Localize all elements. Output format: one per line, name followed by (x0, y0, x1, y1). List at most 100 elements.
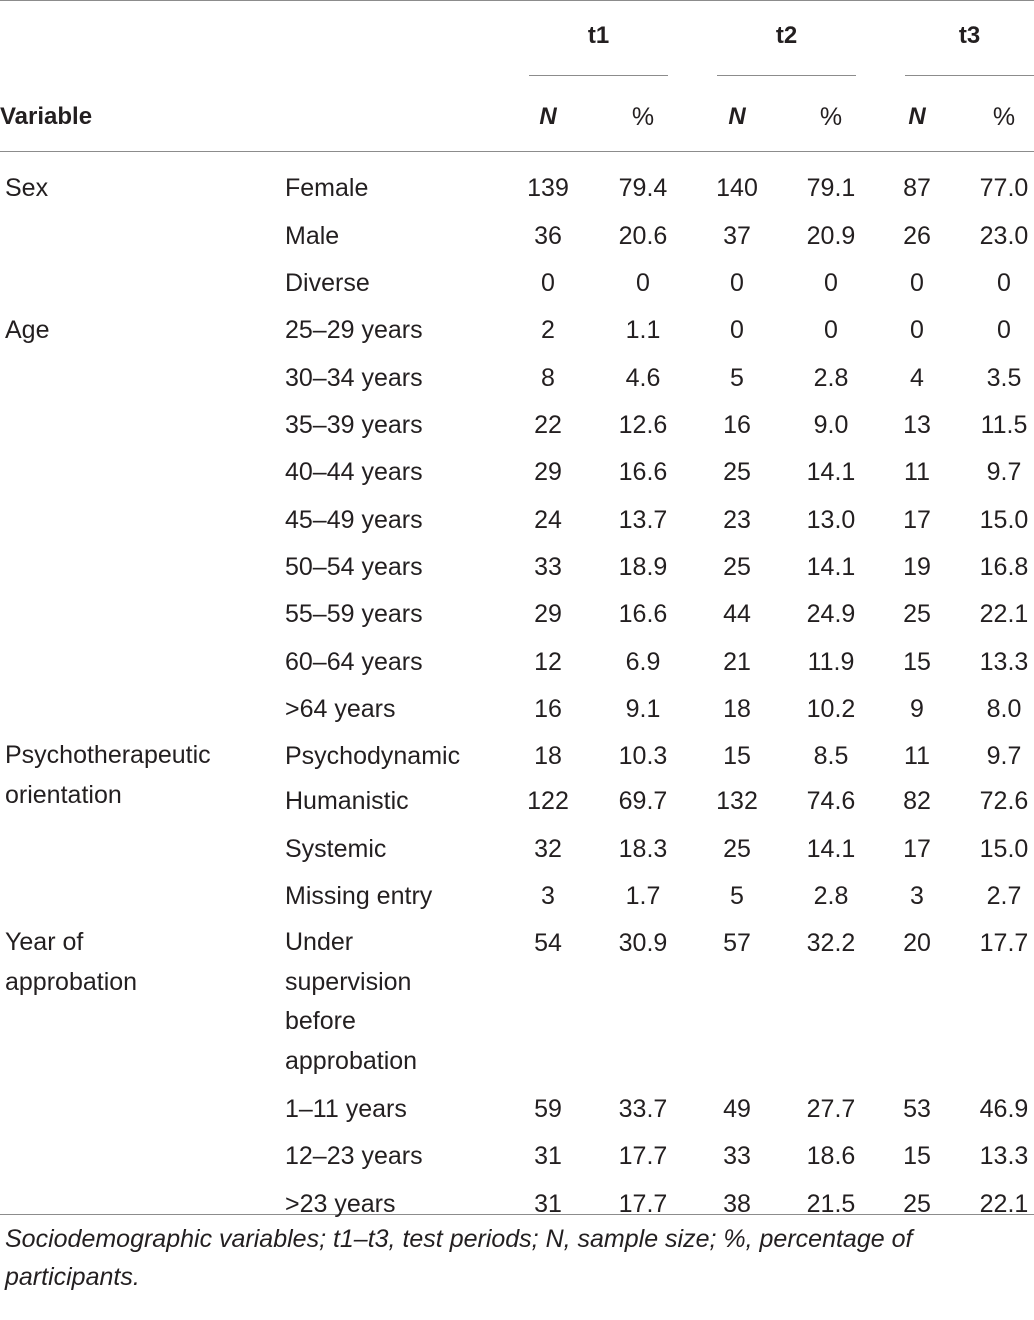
table-cell: 14.1 (806, 458, 856, 486)
table-cell: 3.5 (986, 364, 1022, 392)
table-cell: 5 (730, 882, 744, 910)
table-cell: 2 (541, 316, 555, 344)
table-cell: 0 (730, 316, 744, 344)
table-cell: 17.7 (618, 1190, 668, 1218)
table-cell: 12 (534, 648, 562, 676)
table-cell: 15 (723, 742, 751, 770)
table-cell: 17 (903, 506, 931, 534)
t3-underline (905, 75, 1034, 76)
table-cell: 26 (903, 222, 931, 250)
table-cell: 17.7 (618, 1142, 668, 1170)
table-cell: 16 (723, 411, 751, 439)
table-cell: 20.6 (618, 222, 668, 250)
table-cell: 25 (723, 553, 751, 581)
table-cell: 13.0 (806, 506, 856, 534)
table-cell: 79.1 (806, 174, 856, 202)
subheader-t1-pct: % (631, 103, 655, 131)
table-cell: 8.5 (813, 742, 849, 770)
row-label: 35–39 years (285, 411, 423, 439)
row-label: Humanistic (285, 787, 409, 815)
table-cell: 8.0 (986, 695, 1022, 723)
row-label: 50–54 years (285, 553, 423, 581)
variable-age: Age (5, 316, 50, 344)
table-cell: 17.7 (979, 929, 1029, 957)
table-cell: 25 (903, 1190, 931, 1218)
table-cell: 10.3 (618, 742, 668, 770)
table-cell: 2.8 (813, 364, 849, 392)
row-label: 30–34 years (285, 364, 423, 392)
t2-underline (717, 75, 856, 76)
group-header-t2: t2 (775, 22, 798, 49)
row-label: 45–49 years (285, 506, 423, 534)
top-rule (0, 0, 1034, 1)
header-bottom-rule (0, 151, 1034, 152)
table-cell: 11.5 (980, 411, 1028, 439)
table-cell: 18 (534, 742, 562, 770)
row-label: Diverse (285, 269, 370, 297)
table-cell: 25 (723, 835, 751, 863)
table-cell: 9.7 (986, 742, 1022, 770)
table-cell: 54 (534, 929, 562, 957)
row-label: 40–44 years (285, 458, 423, 486)
table-cell: 1.7 (625, 882, 661, 910)
table-cell: 19 (903, 553, 931, 581)
table-cell: 11 (904, 458, 930, 486)
table-cell: 13.3 (979, 1142, 1029, 1170)
row-label: Psychodynamic (285, 742, 461, 770)
table-cell: 5 (730, 364, 744, 392)
table-cell: 16.6 (618, 458, 668, 486)
table-cell: 3 (541, 882, 555, 910)
table-cell: 6.9 (625, 648, 661, 676)
table-cell: 15 (903, 1142, 931, 1170)
subheader-t2-pct: % (819, 103, 843, 131)
row-label: 12–23 years (285, 1142, 423, 1170)
table-cell: 11.9 (807, 648, 855, 676)
table-cell: 53 (903, 1095, 931, 1123)
row-label: before (285, 1007, 356, 1035)
table-cell: 8 (541, 364, 555, 392)
table-cell: 22.1 (979, 1190, 1029, 1218)
table-cell: 132 (716, 787, 758, 815)
table-cell: 17 (903, 835, 931, 863)
table-cell: 2.8 (813, 882, 849, 910)
subheader-t1-n: N (539, 103, 557, 130)
table-cell: 30.9 (618, 929, 668, 957)
table-cell: 32 (534, 835, 562, 863)
table-cell: 140 (716, 174, 758, 202)
table-cell: 1.1 (625, 316, 661, 344)
table-cell: 0 (910, 316, 924, 344)
table-cell: 0 (910, 269, 924, 297)
table-cell: 2.7 (986, 882, 1022, 910)
table-cell: 20.9 (806, 222, 856, 250)
table-cell: 0 (824, 269, 838, 297)
table-cell: 0 (730, 269, 744, 297)
table-cell: 33 (534, 553, 562, 581)
table-cell: 31 (534, 1190, 562, 1218)
table-cell: 13.3 (979, 648, 1029, 676)
table-cell: 9.7 (986, 458, 1022, 486)
table-cell: 0 (997, 269, 1011, 297)
row-label: 60–64 years (285, 648, 423, 676)
table-cell: 37 (723, 222, 751, 250)
table-cell: 36 (534, 222, 562, 250)
table-cell: 13 (903, 411, 931, 439)
table-cell: 13.7 (618, 506, 668, 534)
table-cell: 25 (723, 458, 751, 486)
table-cell: 15 (903, 648, 931, 676)
table-cell: 18 (723, 695, 751, 723)
table-cell: 9 (910, 695, 924, 723)
table-cell: 32.2 (806, 929, 856, 957)
table-cell: 18.3 (618, 835, 668, 863)
table-cell: 72.6 (979, 787, 1029, 815)
table-cell: 0 (824, 316, 838, 344)
table-cell: 0 (636, 269, 650, 297)
variable-orientation-line2: orientation (5, 781, 122, 809)
group-header-t3: t3 (958, 22, 981, 49)
row-label: 1–11 years (285, 1095, 407, 1123)
table-cell: 33.7 (618, 1095, 668, 1123)
table-cell: 74.6 (806, 787, 856, 815)
group-header-t1: t1 (587, 22, 610, 49)
table-cell: 14.1 (806, 835, 856, 863)
table-cell: 22 (534, 411, 562, 439)
